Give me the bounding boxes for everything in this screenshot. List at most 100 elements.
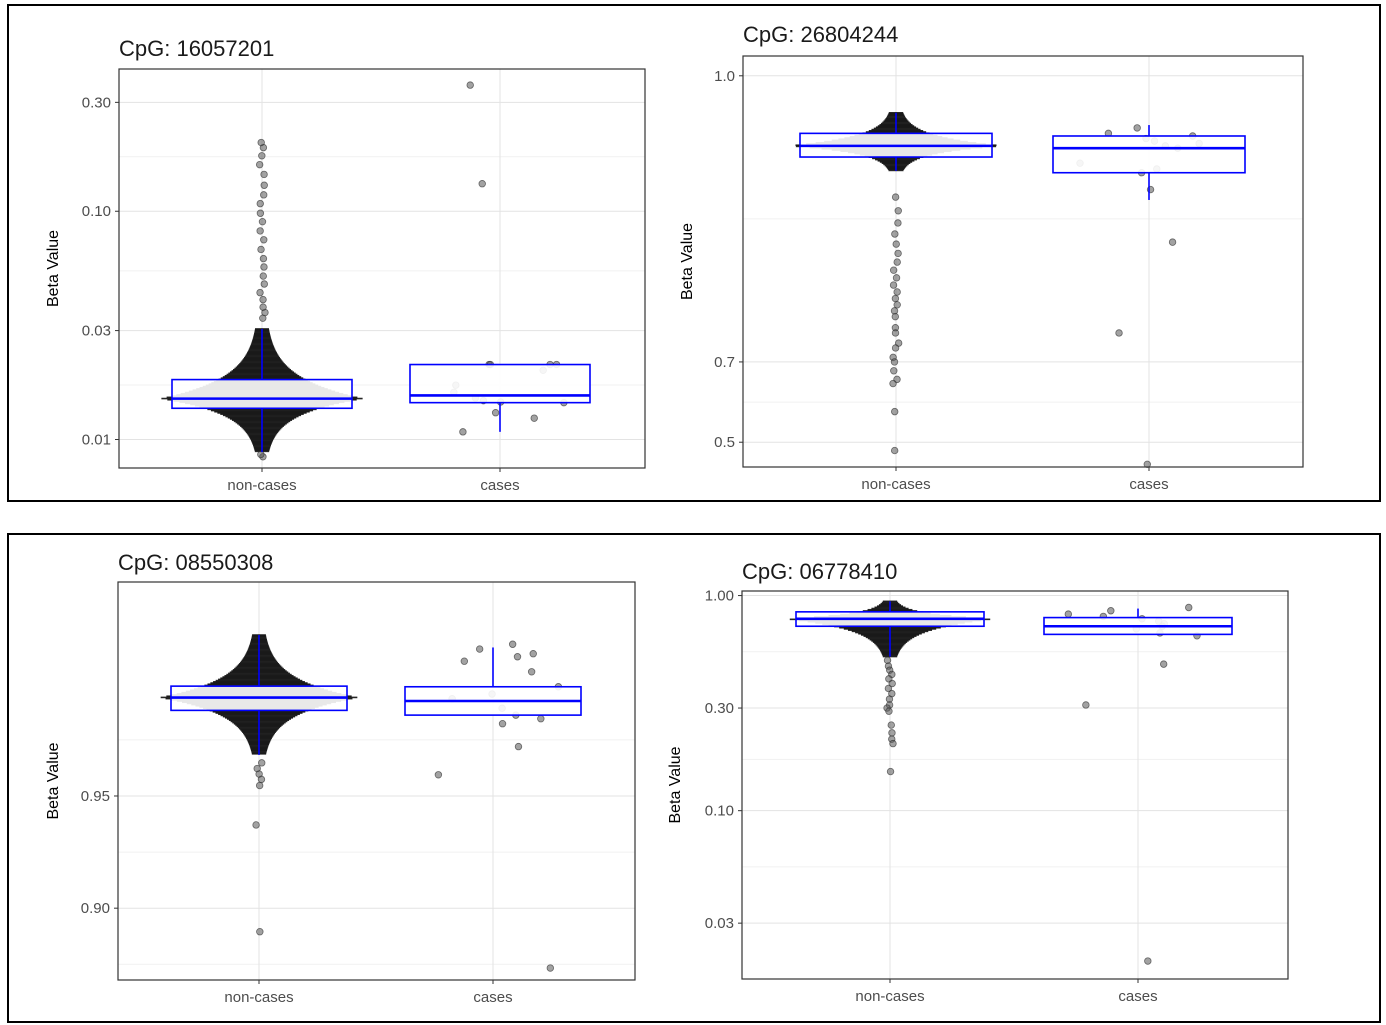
boxplot-cases	[404, 647, 582, 716]
data-point	[466, 81, 474, 89]
figure-frame-bottom	[7, 533, 1381, 1023]
data-point	[508, 640, 517, 648]
chart-panel: CpG: 16057201 0.01 0.03 0.10 0.30 non-cases ca…	[45, 36, 646, 494]
y-tick-label: 0.95	[81, 788, 110, 805]
data-point	[475, 645, 484, 653]
boxplot-cases	[409, 363, 591, 432]
y-axis-label: Beta Value	[45, 230, 62, 307]
data-point	[888, 679, 896, 688]
data-point	[1107, 607, 1115, 615]
y-tick-label: 0.03	[705, 915, 734, 932]
x-tick-label: cases	[1129, 476, 1168, 493]
y-axis-label: Beta Value	[679, 223, 696, 300]
data-point	[529, 650, 537, 658]
data-point	[259, 303, 267, 311]
y-tick-label: 0.01	[82, 431, 111, 448]
data-point	[1185, 603, 1193, 612]
y-tick-label: 0.10	[705, 803, 734, 820]
data-point	[894, 207, 902, 215]
data-point	[892, 274, 901, 282]
y-tick-label: 1.0	[714, 68, 735, 85]
chart-title: CpG: 16057201	[119, 36, 274, 61]
chart-title: CpG: 06778410	[742, 559, 897, 584]
chart-panel: CpG: 08550308 0.90 0.95 non-cases cases Beta …	[45, 550, 636, 1006]
y-tick-label: 1.00	[705, 588, 734, 605]
data-point	[459, 428, 467, 436]
data-point	[1082, 701, 1090, 709]
data-point	[1144, 957, 1152, 965]
x-tick-label: non-cases	[224, 989, 293, 1006]
x-tick-label: cases	[1118, 988, 1157, 1005]
boxplot-cases	[1052, 125, 1246, 200]
x-tick-label: cases	[473, 989, 512, 1006]
data-point	[478, 180, 486, 188]
data-point	[888, 729, 896, 737]
y-tick-label: 0.7	[714, 354, 735, 371]
x-tick-label: non-cases	[861, 476, 930, 493]
data-point	[891, 312, 899, 321]
data-point	[884, 684, 893, 693]
data-point	[513, 653, 522, 661]
data-point	[259, 295, 267, 304]
data-point	[890, 446, 899, 455]
y-tick-label: 0.5	[714, 434, 735, 451]
y-tick-label: 0.30	[82, 94, 111, 111]
boxplot-non-cases	[171, 328, 353, 453]
data-point	[260, 181, 268, 189]
data-point	[259, 272, 267, 280]
panel-border	[117, 581, 636, 981]
data-point	[1143, 460, 1151, 469]
data-point	[891, 407, 899, 416]
panel-border	[741, 590, 1289, 980]
data-point	[885, 707, 893, 715]
data-point	[886, 767, 895, 776]
data-point	[252, 821, 260, 829]
chart-title: CpG: 08550308	[118, 550, 273, 575]
y-tick-label: 0.90	[81, 900, 110, 917]
data-point	[891, 294, 900, 303]
panel-border	[118, 68, 646, 469]
data-point	[530, 414, 538, 422]
boxplot-non-cases	[799, 112, 993, 171]
iqr-box	[1052, 135, 1246, 174]
data-point	[890, 358, 899, 366]
data-point	[256, 199, 264, 208]
point-band	[888, 112, 904, 114]
data-point	[514, 742, 523, 751]
data-point	[434, 771, 443, 779]
data-point	[893, 258, 901, 266]
data-point	[1115, 329, 1123, 337]
data-point	[256, 227, 264, 235]
data-point	[460, 657, 469, 665]
iqr-box	[409, 363, 591, 404]
x-tick-label: non-cases	[855, 988, 924, 1005]
data-point	[893, 301, 901, 309]
data-point	[260, 236, 268, 244]
data-point	[258, 217, 267, 226]
data-point	[889, 266, 898, 274]
data-point	[891, 344, 900, 352]
data-point	[1168, 238, 1177, 246]
data-point	[887, 721, 895, 729]
data-point	[257, 775, 266, 784]
data-point	[546, 964, 555, 972]
data-point	[892, 240, 900, 248]
chart-title: CpG: 26804244	[743, 22, 898, 47]
data-point	[259, 254, 268, 263]
y-axis-label: Beta Value	[45, 742, 62, 819]
data-point	[894, 249, 902, 258]
x-tick-label: cases	[480, 477, 519, 494]
data-point	[260, 263, 268, 271]
data-point	[891, 193, 900, 201]
data-point	[1133, 124, 1141, 132]
y-axis-label: Beta Value	[667, 746, 684, 823]
data-point	[889, 379, 897, 388]
data-point	[256, 927, 264, 936]
data-point	[537, 715, 545, 723]
data-point	[498, 720, 507, 728]
data-point	[255, 781, 264, 790]
data-point	[260, 170, 268, 179]
data-point	[260, 191, 268, 199]
data-point	[260, 280, 268, 288]
